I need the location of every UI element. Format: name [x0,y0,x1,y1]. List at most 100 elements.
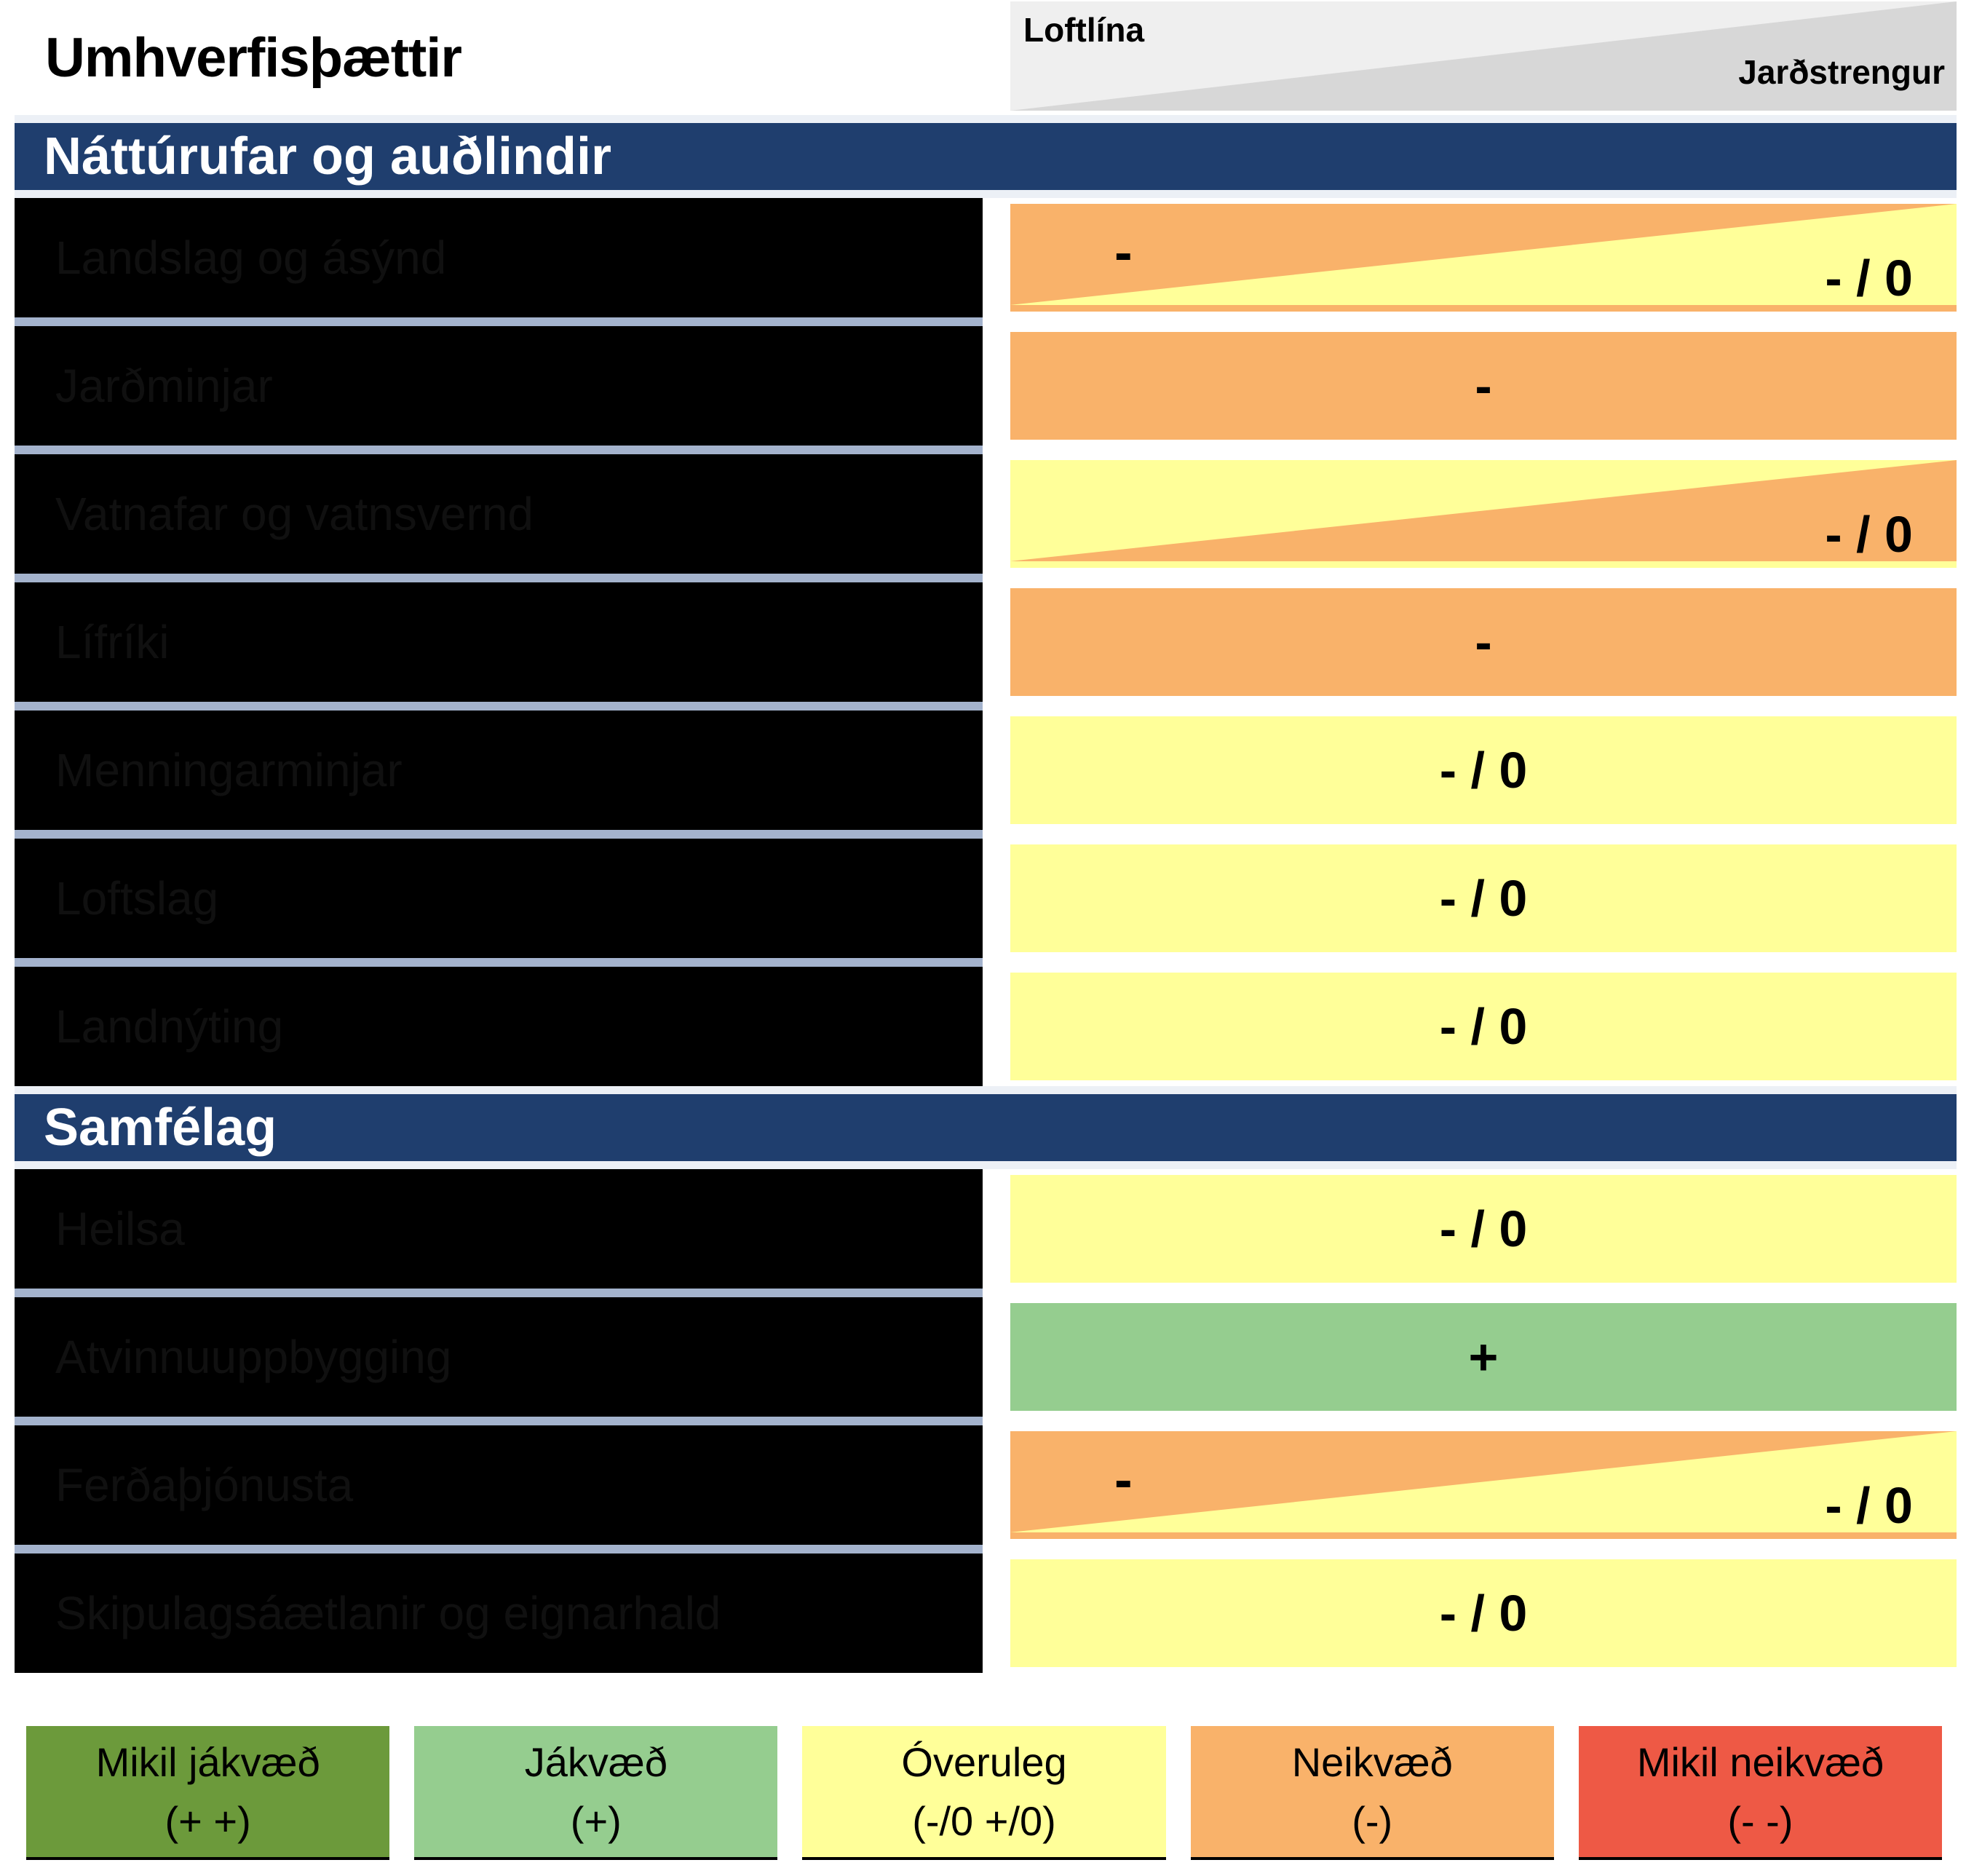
row-gap [983,454,1010,574]
impact-wedge [1010,1431,1957,1532]
row-separator [15,958,1957,967]
row-gap [983,1425,1010,1545]
row-gap [983,1297,1010,1417]
table-row: Ferðaþjónusta - - / 0 [15,1425,1957,1545]
row-label: Atvinnuuppbygging [15,1297,983,1417]
row-separator [15,1289,1957,1297]
table-row: Landnýting - / 0 [15,967,1957,1086]
row-separator-value-part [983,958,1957,967]
section-gap-band [15,190,1957,198]
impact-cell: - - / 0 [1010,204,1957,312]
row-gap [983,967,1010,1086]
impact-cell: - / 0 [1010,844,1957,952]
section-header: Náttúrufar og auðlindir [15,123,1957,190]
legend-label: Mikil jákvæð [95,1738,320,1785]
row-separator-label-part [15,574,983,582]
header-title-cell: Umhverfisþættir [15,0,983,115]
row-gap [983,326,1010,446]
impact-cell: - / 0 [1010,973,1957,1080]
impact-cell: - / 0 [1010,1175,1957,1283]
row-separator-label-part [15,958,983,967]
impact-cell: - / 0 [1010,1559,1957,1667]
row-separator-value-part [983,1417,1957,1425]
impact-value: - [1475,357,1492,414]
impact-value-right: - / 0 [1825,1477,1913,1535]
column-header-jardstrengur: Jarðstrengur [1738,53,1945,91]
legend-item: Mikil neikvæð (- -) [1578,1726,1943,1860]
table-row: Jarðminjar - [15,326,1957,446]
row-gap [983,711,1010,830]
row-separator [15,1545,1957,1554]
header-gap [983,0,1010,115]
section-header: Samfélag [15,1094,1957,1161]
row-label: Heilsa [15,1169,983,1289]
column-header-loftlina: Loftlína [1023,11,1145,49]
impact-value: + [1468,1329,1499,1385]
row-separator-label-part [15,702,983,711]
table-row: Loftslag - / 0 [15,839,1957,958]
row-separator [15,702,1957,711]
row-separator-label-part [15,317,983,326]
legend-item: Mikil jákvæð (+ +) [26,1726,390,1860]
table-row: Menningarminjar - / 0 [15,711,1957,830]
row-gap [983,839,1010,958]
row-label: Menningarminjar [15,711,983,830]
row-separator-label-part [15,1545,983,1554]
row-label: Lífríki [15,582,983,702]
row-separator [15,830,1957,839]
row-label: Landnýting [15,967,983,1086]
row-separator [15,1417,1957,1425]
section-gap-band [15,115,1957,123]
impact-cell: - / 0 [1010,716,1957,824]
row-label: Landslag og ásýnd [15,198,983,317]
impact-value: - / 0 [1439,1585,1528,1642]
header-row: Umhverfisþættir Loftlína Jarðstrengur [15,0,1957,115]
row-separator-label-part [15,1289,983,1297]
table-row: Lífríki - [15,582,1957,702]
row-label: Vatnafar og vatnsvernd [15,454,983,574]
row-label: Ferðaþjónusta [15,1425,983,1545]
table-row: Landslag og ásýnd - - / 0 [15,198,1957,317]
row-separator-label-part [15,1417,983,1425]
table-row: Vatnafar og vatnsvernd - / 0 [15,454,1957,574]
impact-cell: - [1010,588,1957,696]
row-separator-value-part [983,830,1957,839]
row-label: Loftslag [15,839,983,958]
impact-value: - / 0 [1439,742,1528,799]
impact-value-right: - / 0 [1825,250,1913,307]
page-title: Umhverfisþættir [45,26,462,89]
row-separator-value-part [983,702,1957,711]
impact-value-right: - / 0 [1825,506,1913,563]
row-separator-value-part [983,574,1957,582]
impact-cell: - [1010,332,1957,440]
impact-cell: - - / 0 [1010,1431,1957,1539]
row-gap [983,582,1010,702]
section-gap-band [15,1161,1957,1169]
table-row: Skipulagsáætlanir og eignarhald - / 0 [15,1554,1957,1673]
legend-label: Neikvæð [1291,1738,1453,1785]
row-separator [15,446,1957,454]
row-separator-label-part [15,830,983,839]
legend-label: Jákvæð [524,1738,667,1785]
legend-symbol: (-) [1352,1798,1393,1845]
sections: Náttúrufar og auðlindir Landslag og ásýnd… [15,115,1957,1673]
legend-label: Óveruleg [901,1738,1067,1785]
header-columns-cell: Loftlína Jarðstrengur [1010,1,1957,111]
impact-value: - / 0 [1439,1200,1528,1257]
impact-cell: - / 0 [1010,460,1957,568]
legend-item: Óveruleg (-/0 +/0) [802,1726,1166,1860]
legend-item: Neikvæð (-) [1190,1726,1554,1860]
row-separator [15,317,1957,326]
legend-item: Jákvæð (+) [414,1726,778,1860]
legend-symbol: (+) [570,1798,622,1845]
legend-symbol: (-/0 +/0) [912,1798,1056,1845]
row-gap [983,1554,1010,1673]
legend-symbol: (+ +) [165,1798,251,1845]
figure-inner: Umhverfisþættir Loftlína Jarðstrengur Ná… [15,0,1957,1673]
impact-value-left: - [1114,221,1133,282]
impact-value-left: - [1114,1449,1133,1510]
table-row: Heilsa - / 0 [15,1169,1957,1289]
row-separator-value-part [983,1545,1957,1554]
impact-cell: + [1010,1303,1957,1411]
